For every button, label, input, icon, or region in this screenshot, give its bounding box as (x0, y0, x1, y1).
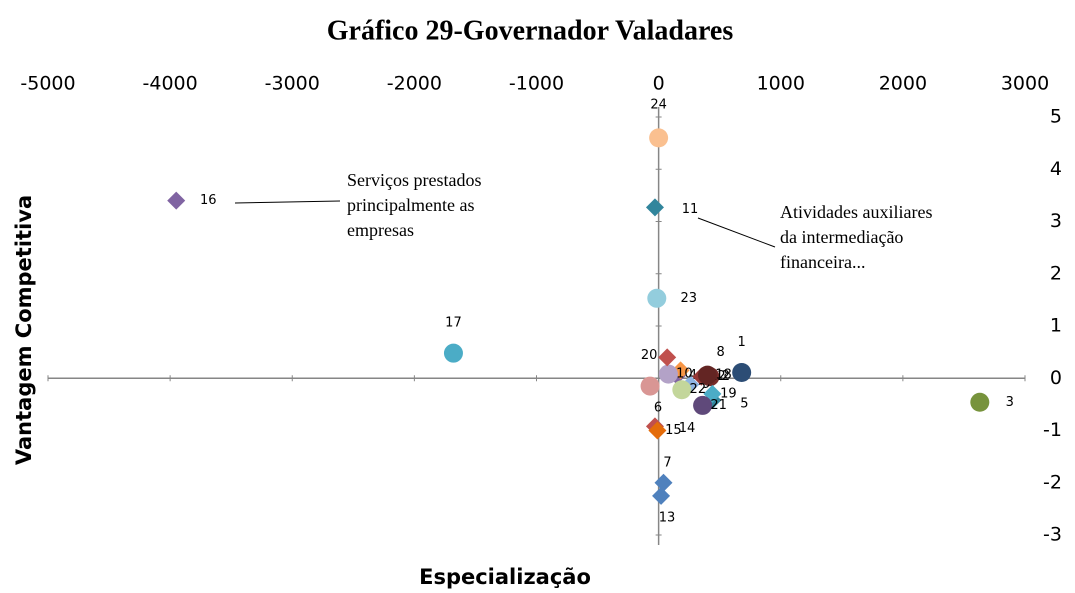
y-tick-label: 1 (1050, 315, 1062, 337)
point (640, 376, 660, 396)
point-label: 5 (740, 397, 748, 412)
x-tick-label: 3000 (1001, 73, 1049, 95)
y-tick-label: 4 (1050, 158, 1062, 180)
point-label: 11 (682, 202, 699, 217)
point-label: 2 (722, 369, 730, 384)
point-label: 23 (681, 291, 698, 306)
x-tick-label: -4000 (143, 73, 198, 95)
y-tick-label: 3 (1050, 210, 1062, 232)
point-label: 22 (690, 382, 707, 397)
x-tick-label: -3000 (265, 73, 320, 95)
point-label: 15 (665, 423, 682, 438)
point-label: 24 (650, 97, 667, 112)
point (693, 395, 713, 415)
y-tick-label: -2 (1043, 471, 1062, 493)
point-label: 10 (676, 367, 693, 382)
x-axis-label: Especialização (419, 565, 591, 589)
y-tick-label: -3 (1043, 524, 1062, 546)
y-axis-label: Vantagem Competitiva (12, 195, 36, 465)
point (652, 486, 671, 505)
leader-line (234, 200, 341, 204)
annotation: financeira... (780, 252, 865, 272)
point-label: 20 (641, 348, 658, 363)
chart-title: Gráfico 29-Governador Valadares (327, 15, 734, 46)
point-label: 4 (689, 368, 697, 383)
y-tick-label: 0 (1050, 367, 1062, 389)
point (649, 128, 669, 148)
point (443, 343, 463, 363)
x-tick-label: 0 (653, 73, 665, 95)
point-label: 17 (445, 316, 462, 331)
x-tick-label: 2000 (879, 73, 927, 95)
point-label: 19 (720, 386, 737, 401)
point (697, 365, 717, 385)
leader-line (697, 217, 776, 248)
point (732, 363, 752, 383)
point-label: 13 (659, 510, 676, 525)
point (167, 191, 186, 210)
point (647, 288, 667, 308)
point (645, 198, 664, 217)
point-label: 18 (715, 368, 732, 383)
point-label: 16 (200, 193, 217, 208)
point (654, 473, 673, 492)
point-label: 6 (654, 401, 662, 416)
y-tick-label: 2 (1050, 262, 1062, 284)
annotation: Serviços prestados (347, 170, 481, 190)
point-label: 8 (716, 345, 724, 360)
point-label: 1 (738, 335, 746, 350)
x-tick-label: -1000 (509, 73, 564, 95)
point-label: 7 (663, 455, 671, 470)
point (970, 392, 990, 412)
y-tick-label: -1 (1043, 419, 1062, 441)
point (658, 364, 678, 384)
annotation: principalmente as (347, 195, 474, 215)
point (648, 421, 667, 440)
x-tick-label: -5000 (20, 73, 75, 95)
y-tick-label: 5 (1050, 106, 1062, 128)
x-tick-label: 1000 (757, 73, 805, 95)
annotation: Atividades auxiliares (780, 202, 932, 222)
point (658, 348, 677, 367)
annotation: da intermediação (780, 227, 903, 247)
point (672, 380, 692, 400)
point-label: 21 (710, 398, 727, 413)
annotation: empresas (347, 220, 414, 240)
x-tick-label: -2000 (387, 73, 442, 95)
point-label: 3 (1006, 395, 1014, 410)
point-label: 14 (679, 421, 696, 436)
